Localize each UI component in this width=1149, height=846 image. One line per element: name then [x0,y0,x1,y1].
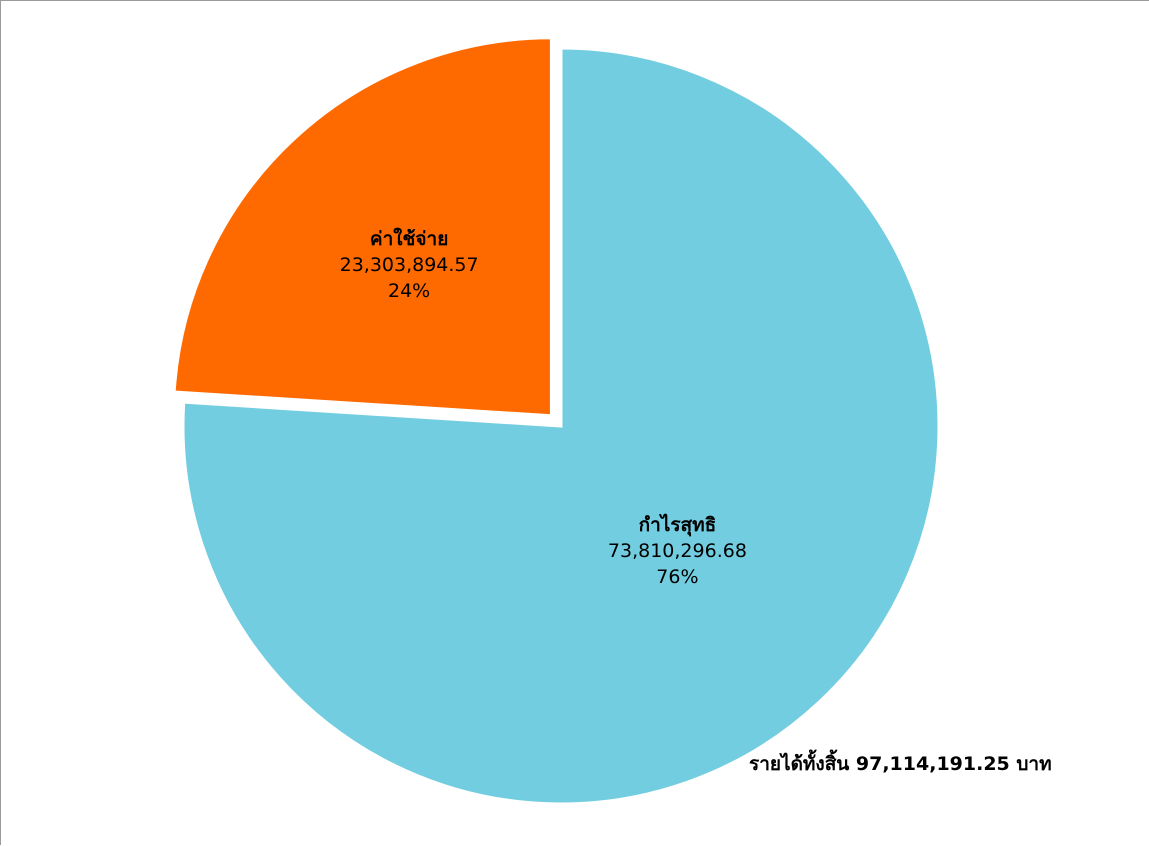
total-revenue-note: รายได้ทั้งสิ้น 97,114,191.25 บาท [749,753,1052,775]
pie-slice-1 [172,36,553,418]
slice-percent-label: 24% [388,280,430,302]
slice-percent-label: 76% [656,566,698,588]
pie-slice-2 [181,46,941,806]
slice-label-1: ค่าใช้จ่าย 23,303,894.57 24% [340,227,479,302]
pie-labels: ค่าใช้จ่าย 23,303,894.57 24% กำไรสุทธิ 73,81… [340,227,747,588]
slice-value-label: 23,303,894.57 [340,254,479,276]
slice-value-label: 73,810,296.68 [608,540,747,562]
pie-slices [172,36,941,806]
slice-name-label: ค่าใช้จ่าย [370,227,449,250]
slice-name-label: กำไรสุทธิ [639,513,717,537]
slice-label-2: กำไรสุทธิ 73,810,296.68 76% [608,513,747,588]
